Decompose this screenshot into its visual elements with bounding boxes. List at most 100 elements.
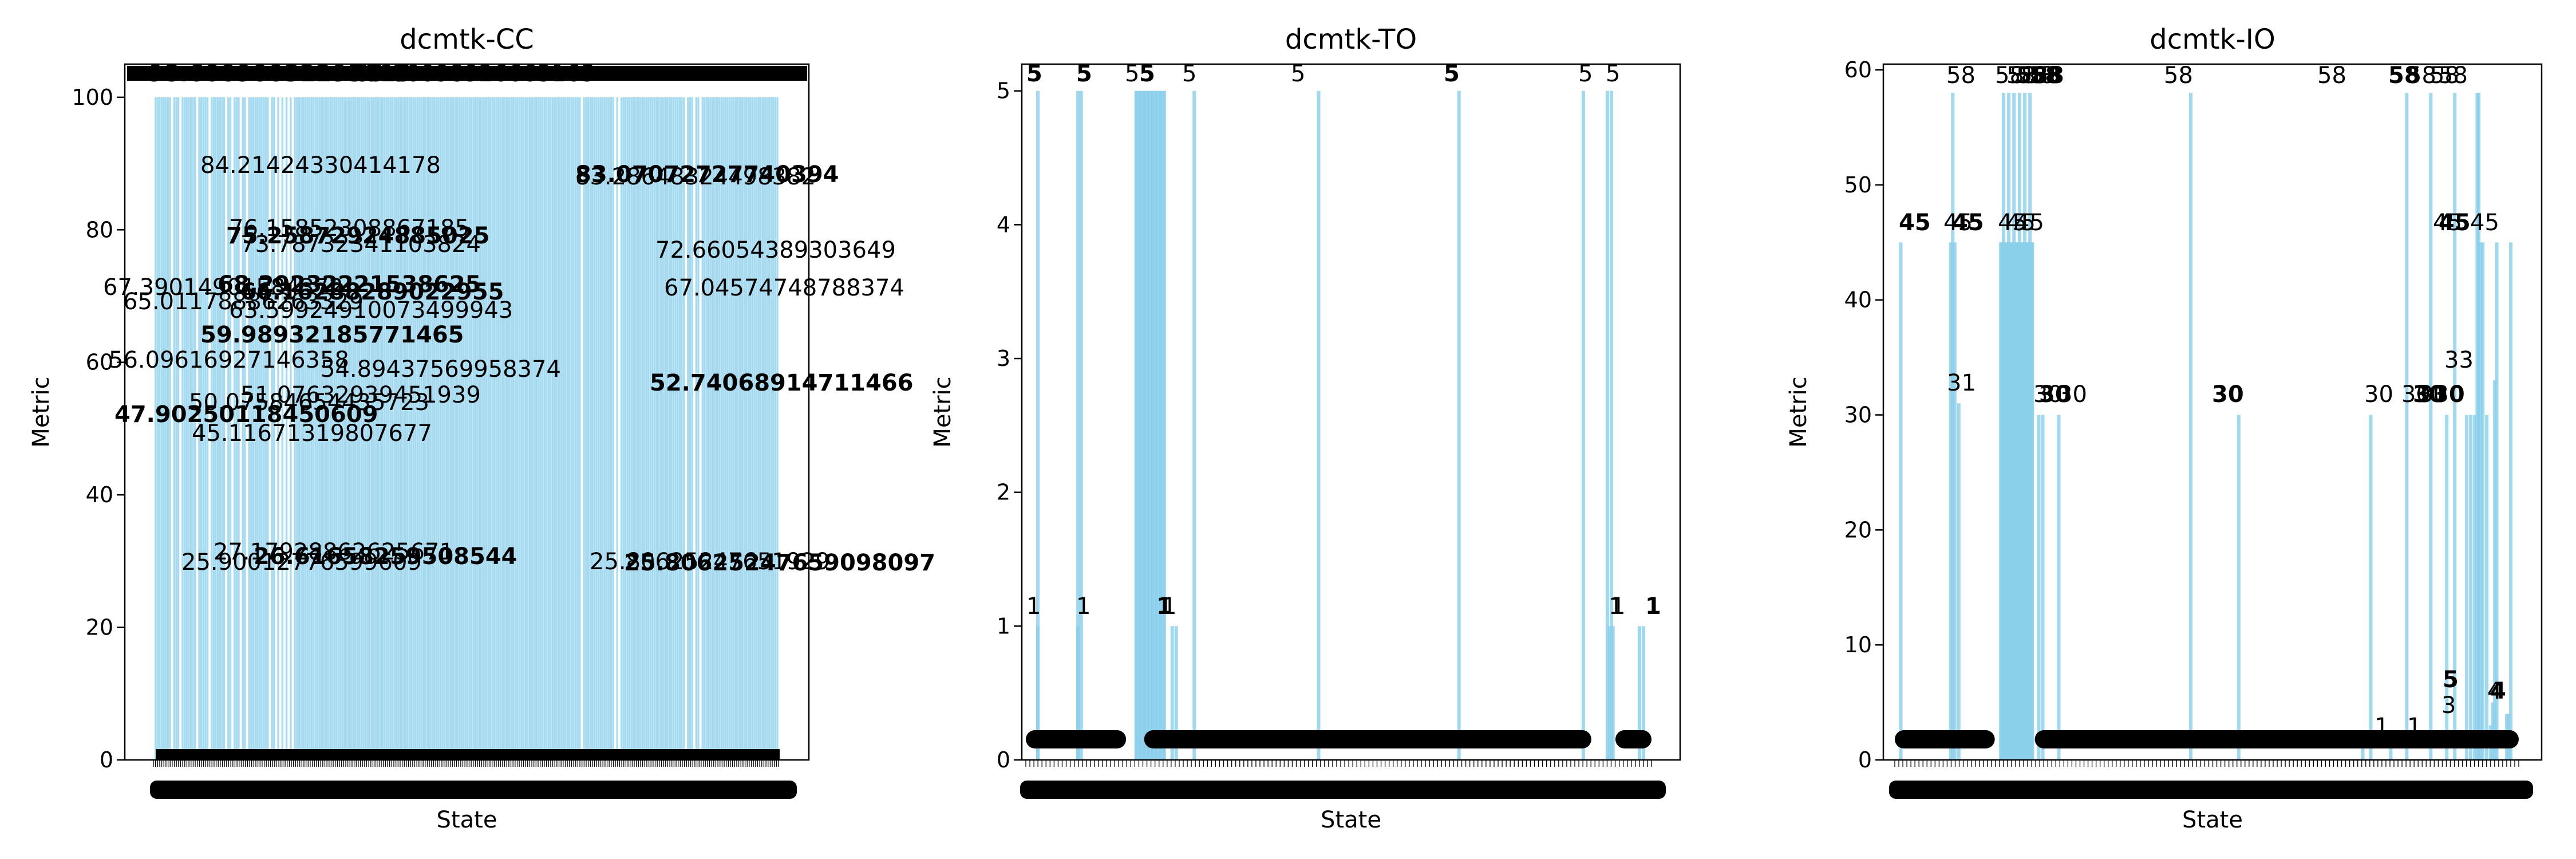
bar — [235, 97, 238, 760]
bar — [2469, 415, 2473, 760]
bar — [212, 97, 215, 760]
bar — [329, 97, 331, 760]
bar — [160, 97, 163, 760]
bar — [639, 97, 641, 760]
bar — [687, 97, 689, 760]
bar — [1174, 626, 1178, 760]
bar — [456, 97, 459, 760]
y-tick-label: 0 — [997, 747, 1010, 773]
y-tick-label: 80 — [86, 217, 113, 242]
bar-value-label: 30 — [2033, 381, 2063, 408]
bar — [258, 97, 261, 760]
bar — [310, 97, 313, 760]
bar — [169, 97, 171, 760]
bar-value-label: 50.07584654435723 — [189, 389, 429, 416]
bar — [533, 97, 535, 760]
bar — [1953, 242, 1957, 760]
bar — [491, 97, 493, 760]
bar-value-label: 83.07072727740394 — [575, 161, 839, 188]
bar — [724, 97, 726, 760]
bar — [481, 97, 483, 760]
bar — [620, 97, 623, 760]
bar-value-label: 67.04574748788374 — [664, 275, 904, 301]
bar-value-label: 76.15852308867185 — [229, 215, 469, 242]
bar — [508, 97, 511, 760]
bar-value-label: 5 — [1578, 61, 1593, 87]
bar — [760, 97, 762, 760]
bar — [710, 97, 712, 760]
bar — [296, 97, 298, 760]
bar — [523, 97, 525, 760]
bar — [487, 97, 489, 760]
bar — [668, 97, 670, 760]
y-tick-label: 1 — [997, 613, 1010, 639]
bar — [370, 97, 373, 760]
bar — [290, 97, 292, 760]
bar — [547, 97, 550, 760]
bar — [756, 97, 758, 760]
bar — [1317, 90, 1321, 761]
bar — [645, 97, 647, 760]
bar — [529, 97, 531, 760]
bar — [346, 97, 348, 760]
bar — [753, 97, 756, 760]
y-tick-label: 40 — [86, 482, 113, 507]
bar — [327, 97, 329, 760]
bar-value-label: 1 — [1076, 593, 1091, 620]
bars-layer — [155, 97, 779, 760]
y-tick-label: 4 — [997, 212, 1010, 237]
bar-value-label: 75.25872924885025 — [226, 223, 490, 249]
bar-value-label: 68.29232221538625 — [218, 271, 481, 298]
plot-frame — [1021, 63, 1681, 761]
y-ticks-layer: 0 20 40 60 80 100 — [72, 85, 125, 773]
bar-value-label: 5 — [1026, 61, 1042, 87]
bar — [317, 97, 319, 760]
bar — [574, 97, 577, 760]
bar-value-label: 66.16288289022955 — [240, 279, 504, 305]
bar — [452, 97, 454, 760]
bar — [244, 97, 246, 760]
bar — [597, 97, 600, 760]
bar — [2495, 242, 2499, 760]
bar — [664, 97, 666, 760]
bar — [352, 97, 354, 760]
bar — [204, 97, 207, 760]
bar — [655, 97, 658, 760]
bar — [625, 97, 627, 760]
bar — [737, 97, 739, 760]
bar-value-label: 30 — [2433, 381, 2465, 408]
y-tick-label: 10 — [1844, 632, 1872, 657]
bar-value-label: 33 — [2444, 347, 2474, 373]
bar — [271, 97, 273, 760]
bar-value-label: 45 — [2439, 210, 2471, 236]
bar — [294, 97, 296, 760]
bar — [185, 97, 188, 760]
bar — [495, 97, 498, 760]
bar — [757, 97, 760, 760]
bar-value-label: 98.60090032293015 — [148, 61, 412, 87]
bar-value-label: 30 — [2413, 381, 2445, 408]
bar-value-label: 59.98932185771465 — [200, 322, 464, 348]
bar — [745, 97, 748, 760]
bar — [678, 97, 681, 760]
bar — [467, 97, 469, 760]
bar — [479, 97, 481, 760]
bar — [406, 97, 408, 760]
bar-value-label: 58 — [2006, 62, 2036, 89]
bar — [302, 97, 305, 760]
bar — [234, 97, 236, 760]
plot-frame — [1882, 63, 2543, 761]
bar — [626, 97, 629, 760]
bar — [497, 97, 500, 760]
bar-value-label: 45 — [1952, 210, 1984, 236]
y-tick-label: 3 — [997, 346, 1010, 371]
bar — [1170, 626, 1174, 760]
y-axis-label: Metric — [28, 376, 54, 447]
bar — [285, 97, 288, 760]
bar — [599, 97, 602, 760]
bar-value-label: 85.80098926663165 — [355, 61, 595, 87]
bar-value-label: 30 — [2058, 381, 2087, 408]
bar — [404, 97, 406, 760]
bar — [183, 97, 186, 760]
bar — [389, 97, 392, 760]
